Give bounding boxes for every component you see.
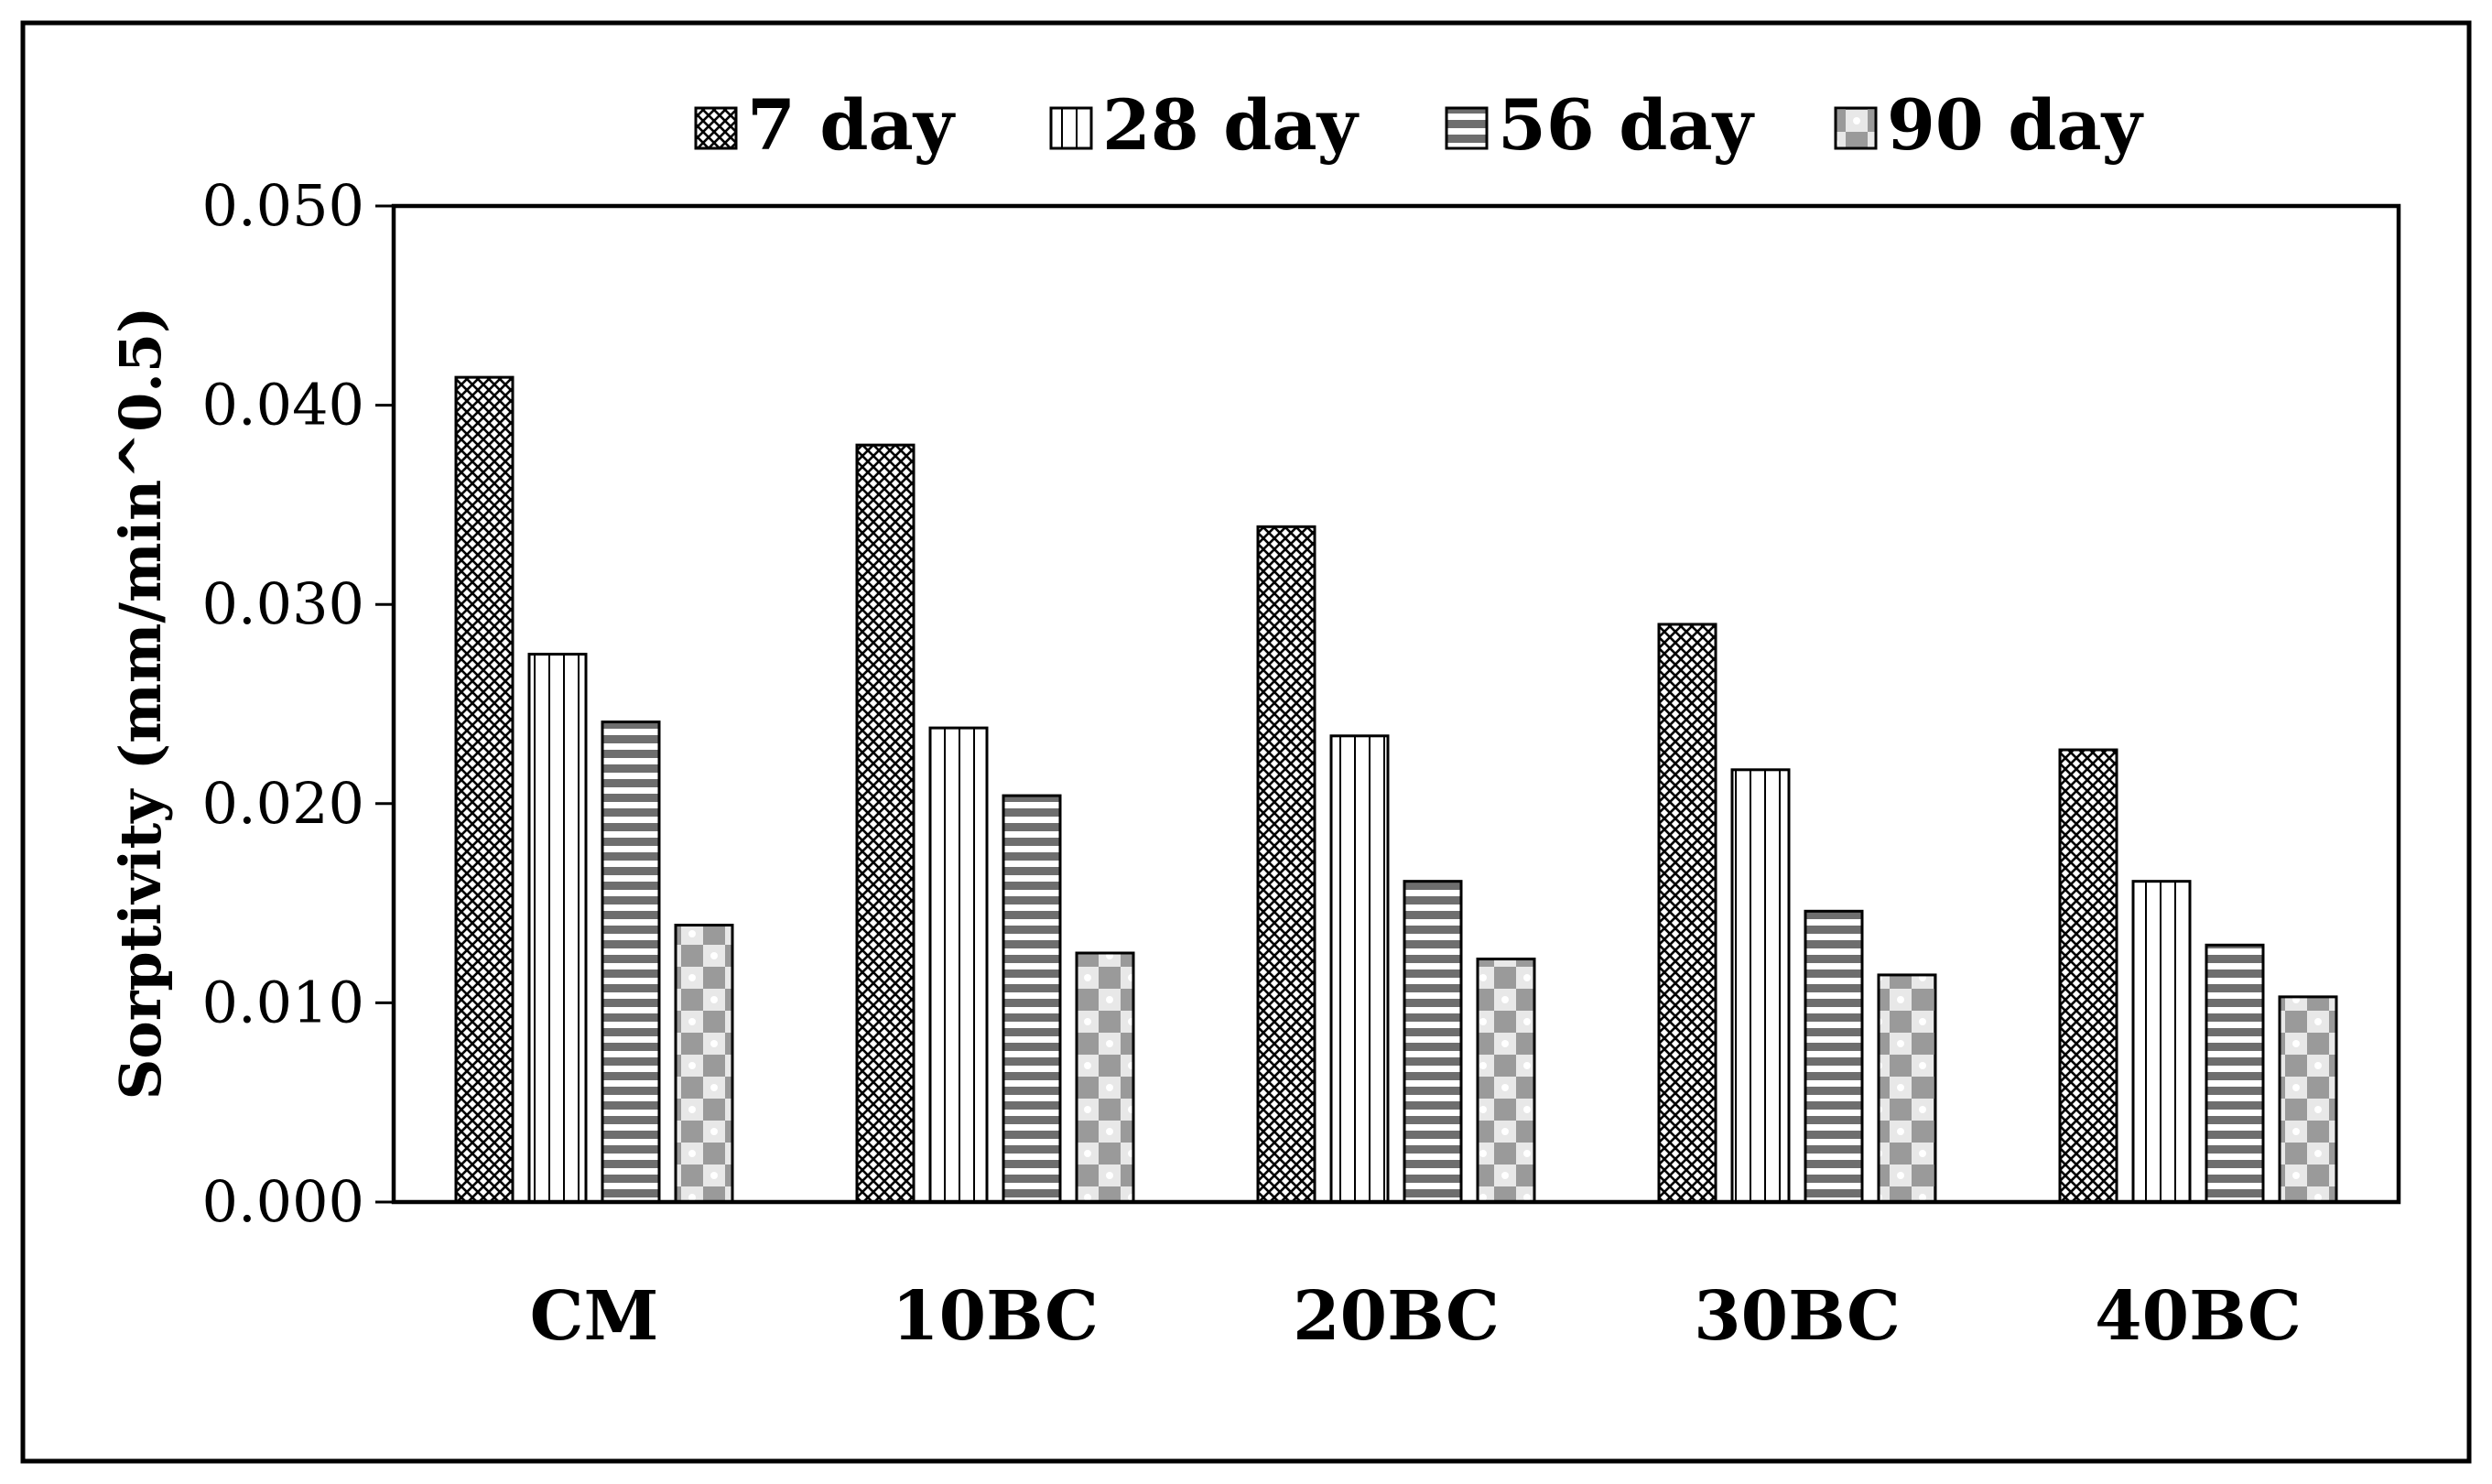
x-category-label: 10BC: [892, 1277, 1099, 1356]
legend-label: 56 day: [1498, 84, 1755, 166]
plot-area: [391, 203, 2401, 1205]
legend-swatch-7-day: [694, 106, 738, 150]
bar-CM-28-day: [527, 653, 588, 1204]
legend-swatch-28-day: [1049, 106, 1093, 150]
legend-label: 7 day: [747, 84, 956, 166]
x-category-label: 30BC: [1694, 1277, 1901, 1356]
bar-CM-56-day: [601, 720, 661, 1204]
bar-40BC-28-day: [2131, 880, 2192, 1204]
y-tick-label: 0.030: [202, 570, 365, 637]
bar-30BC-7-day: [1657, 623, 1717, 1204]
bar-40BC-90-day: [2278, 995, 2338, 1204]
bar-10BC-7-day: [855, 443, 916, 1204]
legend-label: 28 day: [1102, 84, 1360, 166]
legend-label: 90 day: [1887, 84, 2144, 166]
bar-40BC-7-day: [2058, 748, 2118, 1204]
legend: 7 day 28 day 56 day 90 day: [694, 84, 2144, 166]
bar-20BC-28-day: [1329, 734, 1390, 1204]
x-axis: CM 10BC 20BC 30BC 40BC: [530, 1277, 2302, 1356]
bar-10BC-56-day: [1002, 794, 1062, 1204]
x-category-label: CM: [530, 1277, 659, 1356]
x-category-label: 40BC: [2095, 1277, 2302, 1356]
y-axis-title: Sorptivity (mm/min^0.5): [107, 307, 174, 1100]
legend-swatch-90-day: [1834, 106, 1878, 150]
figure-frame: [20, 20, 2472, 1464]
bars: [454, 375, 2338, 1204]
y-tick-label: 0.000: [202, 1168, 365, 1235]
bar-10BC-28-day: [928, 726, 989, 1204]
legend-swatch-56-day: [1445, 106, 1489, 150]
bar-30BC-90-day: [1877, 973, 1937, 1204]
x-category-label: 20BC: [1293, 1277, 1500, 1356]
bar-10BC-90-day: [1075, 951, 1135, 1204]
bar-40BC-56-day: [2205, 943, 2265, 1204]
bar-20BC-56-day: [1403, 880, 1463, 1204]
y-tick-label: 0.010: [202, 969, 365, 1035]
bar-30BC-56-day: [1804, 909, 1864, 1204]
bar-20BC-90-day: [1476, 958, 1536, 1204]
bar-20BC-7-day: [1256, 525, 1316, 1204]
bar-CM-7-day: [454, 375, 515, 1204]
y-tick-label: 0.050: [202, 172, 365, 239]
bar-CM-90-day: [674, 924, 734, 1204]
bar-30BC-28-day: [1730, 768, 1791, 1204]
y-tick-label: 0.040: [202, 372, 365, 439]
y-tick-label: 0.020: [202, 770, 365, 837]
y-axis: 0.000 0.010 0.020 0.030 0.040 0.050: [202, 172, 394, 1235]
